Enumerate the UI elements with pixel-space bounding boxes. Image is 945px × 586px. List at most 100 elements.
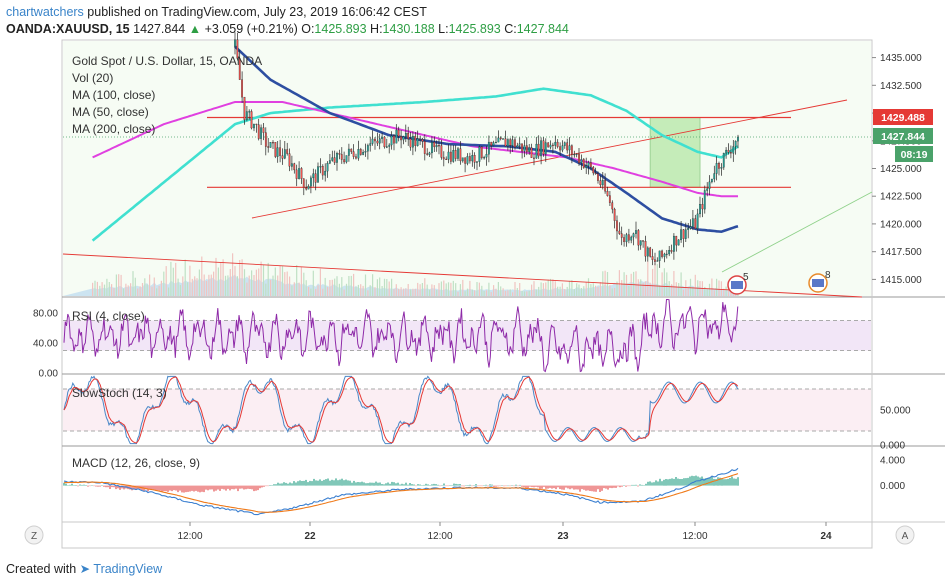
candle-body (343, 159, 346, 163)
volume-bar (355, 286, 357, 296)
macd-histogram-bar (563, 485, 565, 490)
candle-body (649, 247, 652, 257)
macd-histogram-bar (521, 485, 523, 487)
macd-histogram-bar (583, 485, 585, 490)
candle-body (592, 166, 595, 174)
volume-bar (153, 277, 155, 296)
candle-body (521, 143, 523, 152)
candle-body (433, 141, 436, 148)
volume-bar (405, 288, 407, 296)
author-name[interactable]: chartwatchers (6, 5, 84, 19)
event-icon-b[interactable]: 8 (808, 270, 831, 293)
candle-body (307, 185, 310, 190)
event-icon-a[interactable]: 5 (727, 272, 749, 295)
volume-bar (184, 259, 186, 296)
macd-histogram-bar (297, 481, 299, 486)
macd-histogram-bar (281, 483, 283, 486)
legend-ma50[interactable]: MA (50, close) (72, 105, 149, 119)
candle-body (651, 256, 654, 260)
volume-bar (685, 280, 687, 296)
legend-main-title[interactable]: Gold Spot / U.S. Dollar, 15, OANDA (72, 54, 262, 68)
candle-body (340, 154, 343, 160)
volume-bar (671, 284, 673, 296)
macd-histogram-bar (193, 485, 195, 492)
macd-histogram-bar (221, 485, 223, 489)
volume-bar (445, 283, 447, 296)
volume-bar (469, 280, 471, 296)
header-line-2: OANDA:XAUUSD, 15 1427.844 ▲ +3.059 (+0.2… (6, 22, 569, 36)
volume-bar (334, 278, 336, 296)
legend-stoch[interactable]: SlowStoch (14, 3) (72, 386, 167, 400)
volume-bar (265, 283, 267, 296)
macd-histogram-bar (325, 479, 327, 486)
candle-body (585, 165, 588, 168)
volume-bar (125, 283, 127, 296)
volume-bar (310, 288, 312, 296)
macd-histogram-bar (423, 484, 425, 486)
candle-body (300, 168, 303, 179)
candle-body (328, 160, 331, 164)
volume-bar (241, 259, 243, 296)
macd-histogram-bar (249, 485, 251, 489)
macd-histogram-bar (165, 485, 167, 492)
candle-body (449, 151, 452, 162)
volume-bar (663, 268, 665, 296)
candle-body (295, 169, 298, 179)
candle-body (563, 142, 566, 146)
candle-body (573, 154, 576, 156)
zoom-left-button[interactable]: Z (24, 525, 44, 545)
candle-body (613, 208, 616, 221)
auto-scale-button[interactable]: A (895, 525, 915, 545)
macd-histogram-bar (81, 484, 83, 486)
candle-body (525, 145, 528, 152)
macd-histogram-bar (75, 485, 77, 486)
legend-vol[interactable]: Vol (20) (72, 71, 113, 85)
tradingview-logo-icon[interactable]: ➤ TradingView (79, 562, 163, 576)
rsi-pane-layer: 80.00 40.00 0.00 (33, 299, 871, 380)
macd-histogram-bar (567, 485, 569, 489)
flag-stripe-icon (812, 279, 824, 287)
candle-body (338, 153, 341, 155)
candle-body (729, 152, 732, 154)
legend-rsi[interactable]: RSI (4, close) (72, 309, 145, 323)
price-tick-label: 1417.500 (880, 247, 922, 258)
macd-histogram-bar (433, 483, 435, 486)
volume-bar (395, 284, 397, 296)
volume-bar (488, 282, 490, 296)
macd-histogram-bar (459, 484, 461, 486)
candle-body (274, 142, 277, 157)
volume-bar (509, 289, 511, 296)
macd-histogram-bar (307, 482, 309, 486)
legend-ma200[interactable]: MA (200, close) (72, 122, 155, 136)
auto-scale-label: A (902, 531, 909, 542)
candle-body (366, 145, 369, 152)
volume-bar (262, 264, 265, 296)
ohlc-c-value: 1427.844 (516, 22, 569, 36)
macd-histogram-bar (709, 477, 711, 486)
legend-ma100[interactable]: MA (100, close) (72, 88, 155, 102)
macd-histogram-bar (229, 485, 231, 491)
macd-histogram-bar (85, 485, 87, 486)
volume-bar (462, 279, 464, 296)
volume-bar (248, 275, 250, 296)
volume-bar (400, 287, 402, 296)
volume-bar (426, 284, 428, 296)
volume-bar (497, 282, 499, 296)
volume-bar (326, 287, 329, 296)
volume-bar (289, 276, 291, 296)
macd-histogram-bar (509, 485, 511, 487)
volume-bar (189, 265, 191, 296)
candle-body (680, 229, 682, 241)
volume-bar (196, 278, 198, 296)
candle-body (412, 135, 414, 148)
candle-body (288, 153, 291, 167)
candle-body (722, 152, 725, 168)
macd-histogram-bar (419, 484, 421, 486)
candle-body (656, 260, 659, 262)
candle-body (336, 153, 338, 163)
candle-body (537, 143, 540, 157)
macd-histogram-bar (403, 484, 405, 486)
macd-histogram-bar (469, 484, 471, 486)
legend-macd[interactable]: MACD (12, 26, close, 9) (72, 456, 200, 470)
